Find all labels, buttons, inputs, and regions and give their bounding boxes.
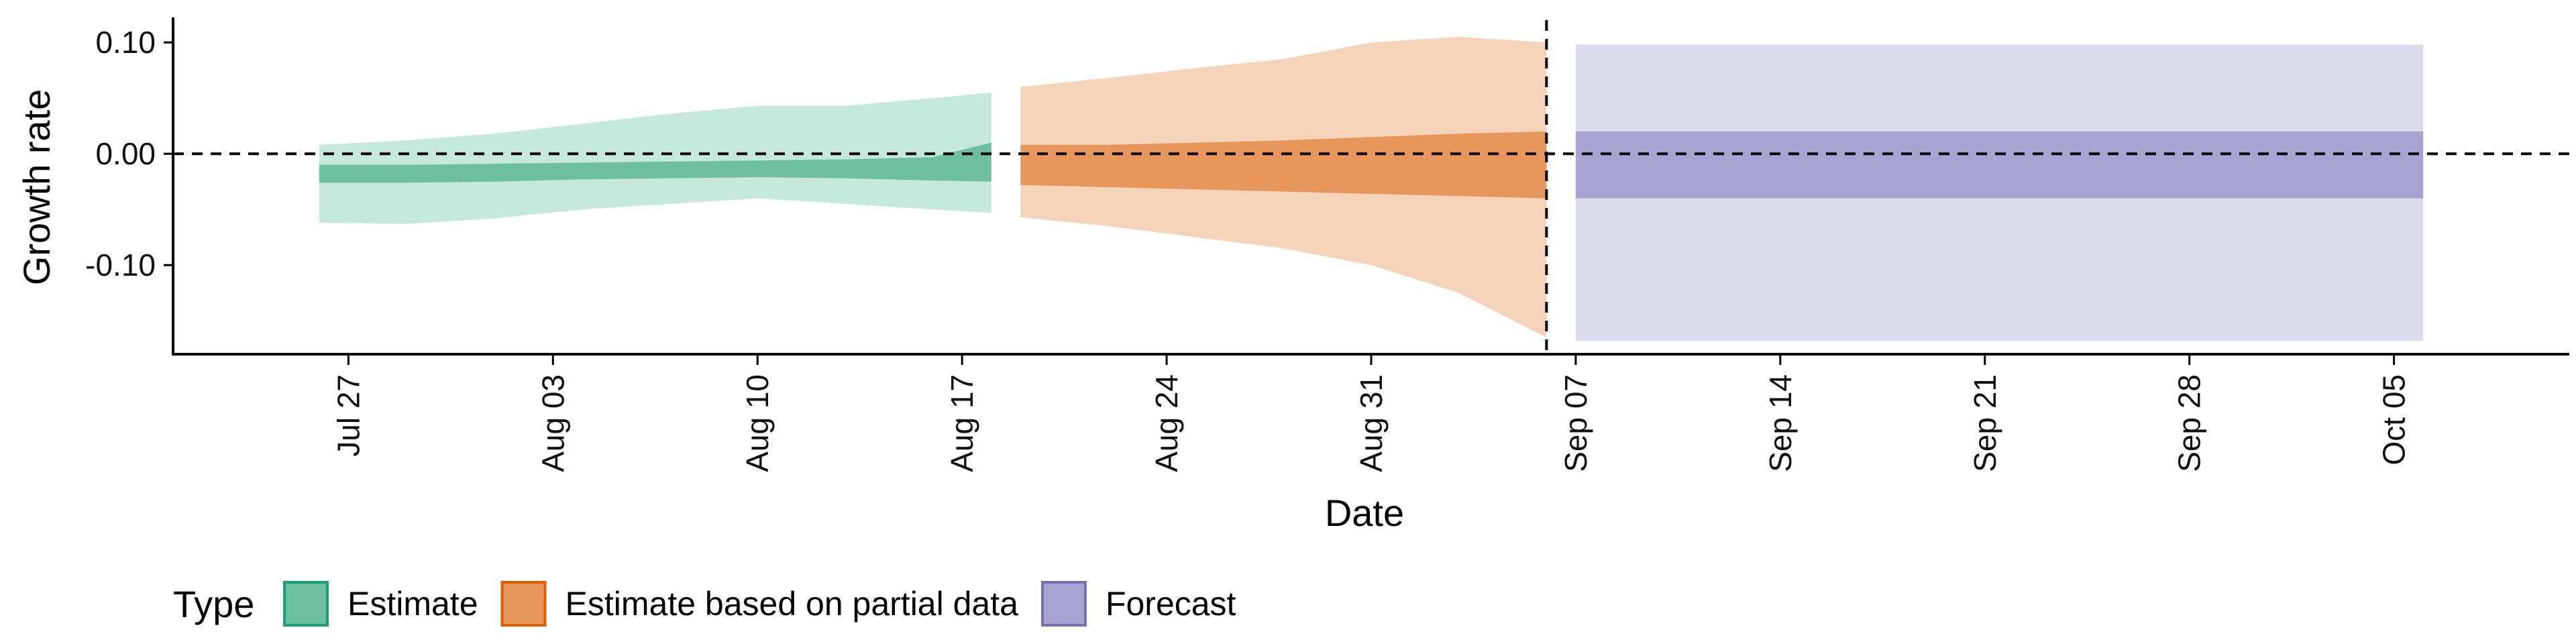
x-tick-label: Sep 21 (1968, 374, 2002, 472)
legend-label-estimate: Estimate (347, 585, 478, 623)
legend-label-estimate-based-on-partial-data: Estimate based on partial data (566, 585, 1019, 623)
axes: 0.10 0.00 -0.10 Jul 27 Aug 03 Aug 10 Aug 17 Aug… (85, 17, 2569, 472)
y-tick-label: 0.00 (95, 136, 156, 171)
y-tick-label: 0.10 (95, 25, 156, 60)
x-tick-label: Jul 27 (331, 374, 366, 457)
legend-title: Type (173, 583, 254, 625)
x-tick-label: Aug 24 (1149, 374, 1184, 472)
band-50-estimate (319, 142, 991, 183)
uncertainty-bands (319, 36, 2424, 341)
series-forecast (1575, 44, 2424, 341)
x-tick-label: Oct 05 (2377, 374, 2412, 466)
x-tick-label: Aug 03 (535, 374, 570, 472)
series-estimate (319, 92, 991, 224)
band-50-estimate-based-on-partial-data (1020, 131, 1547, 199)
x-tick-label: Aug 31 (1354, 374, 1389, 472)
legend-key-estimate (283, 581, 329, 627)
x-tick-label: Sep 14 (1763, 374, 1798, 472)
y-axis-title: Growth rate (15, 89, 58, 286)
x-tick-label: Sep 07 (1558, 374, 1593, 472)
legend-key-forecast (1040, 581, 1087, 627)
reference-lines (173, 20, 2569, 354)
band-50-forecast (1575, 131, 2424, 199)
x-tick-label: Aug 17 (945, 374, 979, 472)
x-tick-label: Aug 10 (740, 374, 775, 472)
legend-key-estimate-based-on-partial-data (500, 581, 547, 627)
band-90-estimate (319, 92, 991, 224)
axis-lines (172, 17, 2569, 356)
x-tick-label: Sep 28 (2172, 374, 2207, 472)
x-axis-title: Date (1325, 492, 1404, 534)
legend: Type Estimate Estimate based on partial d… (173, 581, 1236, 627)
y-tick-label: -0.10 (85, 248, 156, 282)
series-estimate-based-on-partial-data (1020, 36, 1547, 338)
legend-label-forecast: Forecast (1106, 585, 1236, 623)
